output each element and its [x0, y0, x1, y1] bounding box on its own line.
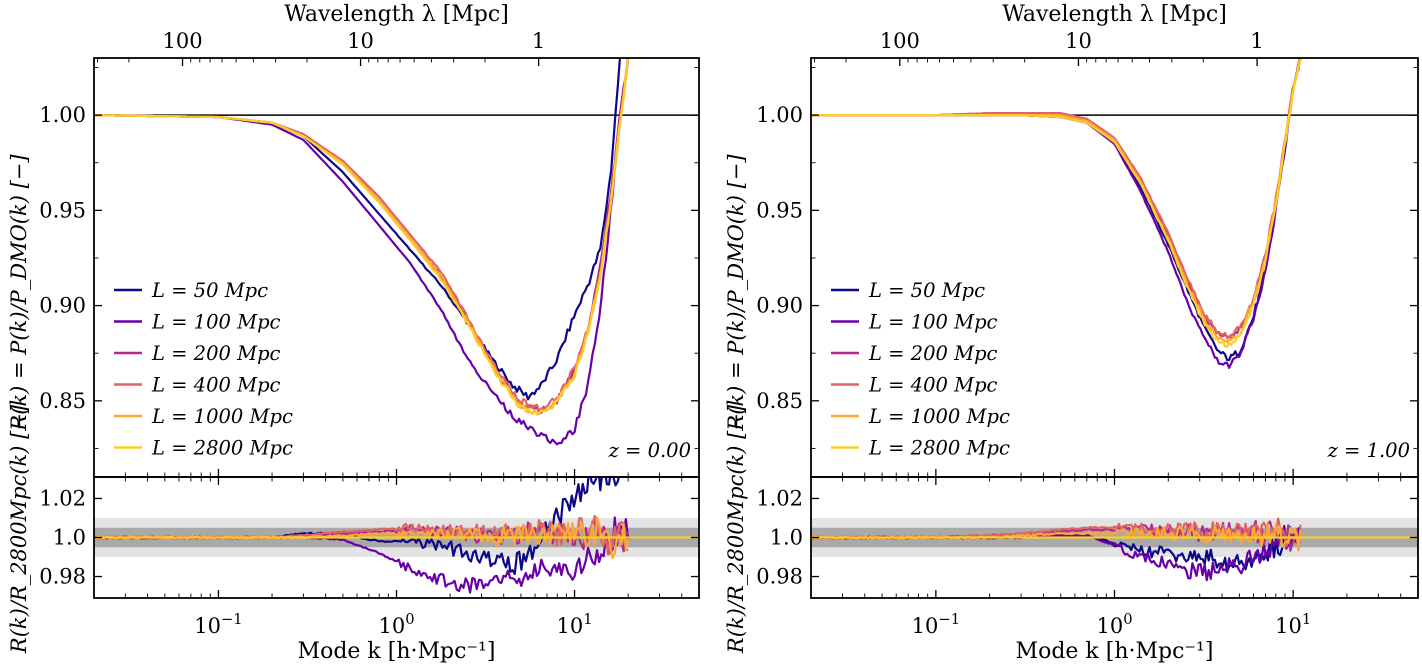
ratio-y-tick-label: 0.98 [756, 565, 803, 589]
y-tick-label: 0.85 [756, 389, 803, 413]
top-tick-label: 1 [1250, 29, 1263, 53]
y-tick-label: 0.90 [39, 294, 86, 318]
y-tick-label: 1.00 [756, 103, 803, 127]
series-line-main [94, 58, 630, 415]
ratio-y-tick-label: 1.0 [770, 526, 803, 550]
legend-label: L = 50 Mpc [868, 279, 985, 302]
legend-label: L = 50 Mpc [151, 279, 268, 302]
y-tick-label: 0.90 [756, 294, 803, 318]
x-tick-label: 10−1 [194, 611, 242, 638]
ratio-y-tick-label: 1.0 [53, 526, 86, 550]
top-tick-label: 100 [880, 29, 920, 53]
y-tick-label: 0.95 [39, 198, 86, 222]
y-tick-label: 1.00 [39, 103, 86, 127]
top-tick-label: 100 [162, 29, 202, 53]
y-tick-label: 0.85 [39, 389, 86, 413]
legend-label: L = 200 Mpc [868, 342, 998, 365]
legend-label: L = 200 Mpc [151, 342, 281, 365]
x-tick-label: 10−1 [912, 611, 960, 638]
top-axis-label: Wavelength λ [Mpc] [284, 2, 509, 27]
legend-label: L = 100 Mpc [151, 311, 281, 334]
x-tick-label: 100 [378, 611, 414, 638]
top-tick-label: 10 [347, 29, 374, 53]
y-axis-label-ratio: R(k)/R_2800Mpc(k) [−] [724, 404, 748, 654]
y-axis-label-main: R(k) = P(k)/P_DMO(k) [−] [724, 154, 748, 432]
top-axis-label: Wavelength λ [Mpc] [1002, 2, 1227, 27]
legend-label: L = 400 Mpc [868, 374, 998, 397]
y-axis-label-ratio: R(k)/R_2800Mpc(k) [−] [7, 404, 31, 654]
legend-label: L = 400 Mpc [151, 374, 281, 397]
top-tick-label: 10 [1065, 29, 1092, 53]
top-tick-label: 1 [532, 29, 545, 53]
redshift-label: z = 1.00 [1327, 439, 1410, 462]
x-axis-label: Mode k [h·Mpc⁻¹] [298, 639, 496, 664]
ratio-y-tick-label: 0.98 [39, 565, 86, 589]
legend-label: L = 2800 Mpc [151, 437, 293, 460]
redshift-label: z = 0.00 [608, 439, 691, 462]
ratio-y-tick-label: 1.02 [39, 486, 86, 510]
x-tick-label: 100 [1096, 611, 1132, 638]
y-tick-label: 0.95 [756, 198, 803, 222]
x-tick-label: 101 [557, 611, 593, 638]
ratio-y-tick-label: 1.02 [756, 486, 803, 510]
y-axis-label-main: R(k) = P(k)/P_DMO(k) [−] [7, 154, 31, 432]
main-series-group [811, 58, 1302, 369]
legend-label: L = 2800 Mpc [868, 437, 1010, 460]
legend-label: L = 1000 Mpc [151, 405, 293, 428]
x-axis-label: Mode k [h·Mpc⁻¹] [1016, 639, 1214, 664]
x-tick-label: 101 [1275, 611, 1311, 638]
legend-label: L = 100 Mpc [868, 311, 998, 334]
series-line-main [811, 59, 1302, 348]
legend-label: L = 1000 Mpc [868, 405, 1010, 428]
main-series-group [94, 58, 630, 446]
